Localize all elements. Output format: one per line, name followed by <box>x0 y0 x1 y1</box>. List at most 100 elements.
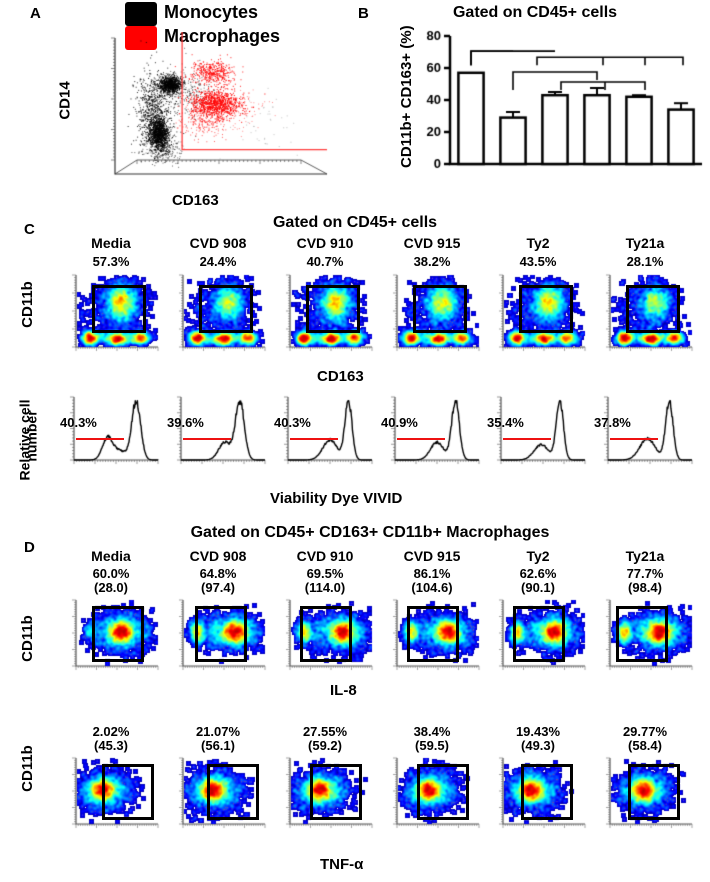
panel-d-column-header-5: Ty21a <box>625 548 665 564</box>
panel-d-il8-gate-box-0 <box>92 606 144 662</box>
panel-c-gate-percent-1: 24.4% <box>199 254 237 269</box>
panel-c-title: Gated on CD45+ cells <box>272 214 438 231</box>
panel-d-tnf-mfi-3: (59.5) <box>415 738 449 753</box>
panel-d-il8-flow-plot-5 <box>596 598 694 678</box>
panel-c-histogram-3 <box>383 394 481 470</box>
panel-d-il8-percent-0: 60.0% <box>92 566 130 581</box>
panel-c-column-header-2: CVD 910 <box>296 235 354 251</box>
panel-a-x-axis-label: CD163 <box>172 192 219 209</box>
panel-c-vivid-percent-2: 40.3% <box>274 415 311 430</box>
panel-d-il8-percent-4: 62.6% <box>519 566 557 581</box>
panel-d-il8-mfi-5: (98.4) <box>628 580 662 595</box>
panel-c-histogram-0 <box>62 394 160 470</box>
panel-c-column-header-4: Ty2 <box>526 235 550 251</box>
panel-d-letter: D <box>24 539 35 556</box>
panel-c-row1-x-axis-label: CD163 <box>317 368 364 385</box>
panel-d-il8-gate-box-4 <box>513 606 565 662</box>
panel-c-gate-percent-4: 43.5% <box>519 254 557 269</box>
panel-c-vivid-percent-5: 37.8% <box>594 415 631 430</box>
panel-c-gate-box-1 <box>199 285 253 333</box>
panel-c-column-header-0: Media <box>91 235 131 251</box>
panel-d-tnf-mfi-4: (49.3) <box>521 738 555 753</box>
panel-d-tnf-gate-box-5 <box>628 764 680 820</box>
panel-d-row1-y-axis-label: CD11b <box>18 615 36 662</box>
panel-d-il8-percent-5: 77.7% <box>626 566 664 581</box>
panel-c-gate-box-4 <box>519 285 573 333</box>
panel-d-tnf-mfi-0: (45.3) <box>94 738 128 753</box>
panel-c-histogram-4 <box>489 394 587 470</box>
panel-d-il8-mfi-4: (90.1) <box>521 580 555 595</box>
panel-c-row2-y-axis-label-line2: number <box>23 410 40 462</box>
panel-d-tnf-flow-plot-0 <box>62 756 160 836</box>
panel-d-il8-gate-box-3 <box>407 606 459 662</box>
panel-c-vivid-threshold-line-5 <box>610 438 658 440</box>
panel-d-tnf-gate-box-3 <box>417 764 469 820</box>
panel-c-histogram-1 <box>169 394 267 470</box>
panel-d-il8-flow-plot-4 <box>489 598 587 678</box>
panel-d-tnf-flow-plot-2 <box>276 756 374 836</box>
panel-d-il8-percent-1: 64.8% <box>199 566 237 581</box>
panel-c-histogram-5 <box>596 394 694 470</box>
panel-c-column-header-3: CVD 915 <box>403 235 461 251</box>
panel-d-tnf-mfi-1: (56.1) <box>201 738 235 753</box>
panel-c-vivid-threshold-line-0 <box>76 438 124 440</box>
panel-d-il8-mfi-2: (114.0) <box>304 580 346 595</box>
panel-d-tnf-gate-box-4 <box>521 764 573 820</box>
panel-d-il8-mfi-0: (28.0) <box>94 580 128 595</box>
panel-d-tnf-gate-box-0 <box>102 764 154 820</box>
panel-d-title: Gated on CD45+ CD163+ CD11b+ Macrophages <box>190 524 550 541</box>
panel-c-histogram-2 <box>276 394 374 470</box>
panel-d-tnf-flow-plot-1 <box>169 756 267 836</box>
panel-c-column-header-1: CVD 908 <box>189 235 247 251</box>
panel-c-gate-box-5 <box>626 285 680 333</box>
panel-d-il8-flow-plot-1 <box>169 598 267 678</box>
panel-b-letter: B <box>358 5 369 22</box>
panel-b-bar-chart <box>408 30 708 190</box>
panel-d-row1-x-axis-label: IL-8 <box>330 682 357 699</box>
panel-d-row2-x-axis-label: TNF-α <box>320 856 364 873</box>
legend-label-monocytes: Monocytes <box>164 2 259 22</box>
panel-c-vivid-threshold-line-3 <box>397 438 445 440</box>
panel-b-title: Gated on CD45+ cells <box>452 4 618 21</box>
panel-d-column-header-4: Ty2 <box>526 548 550 564</box>
panel-d-tnf-percent-3: 38.4% <box>413 724 451 739</box>
panel-d-tnf-gate-box-1 <box>207 764 259 820</box>
panel-d-tnf-flow-plot-3 <box>383 756 481 836</box>
panel-a-y-axis-label: CD14 <box>56 81 74 120</box>
panel-c-vivid-percent-0: 40.3% <box>60 415 97 430</box>
panel-d-il8-gate-box-5 <box>616 606 668 662</box>
panel-a-scatter-plot <box>85 32 335 192</box>
panel-c-row2-x-axis-label: Viability Dye VIVID <box>270 490 403 507</box>
panel-d-tnf-percent-0: 2.02% <box>92 724 130 739</box>
panel-c-gate-box-3 <box>413 285 467 333</box>
panel-c-letter: C <box>24 221 35 238</box>
panel-d-il8-gate-box-1 <box>195 606 247 662</box>
panel-c-vivid-percent-3: 40.9% <box>381 415 418 430</box>
panel-c-vivid-percent-4: 35.4% <box>487 415 524 430</box>
panel-c-gate-box-2 <box>306 285 360 333</box>
panel-c-gate-percent-0: 57.3% <box>92 254 130 269</box>
panel-c-vivid-threshold-line-2 <box>290 438 338 440</box>
panel-d-il8-percent-2: 69.5% <box>306 566 344 581</box>
panel-a-letter: A <box>30 5 41 22</box>
panel-d-il8-mfi-3: (104.6) <box>411 580 453 595</box>
panel-d-column-header-0: Media <box>91 548 131 564</box>
panel-c-vivid-percent-1: 39.6% <box>167 415 204 430</box>
panel-d-il8-percent-3: 86.1% <box>413 566 451 581</box>
panel-c-gate-percent-5: 28.1% <box>626 254 664 269</box>
panel-c-column-header-5: Ty21a <box>625 235 665 251</box>
panel-d-il8-flow-plot-3 <box>383 598 481 678</box>
panel-d-il8-flow-plot-2 <box>276 598 374 678</box>
panel-d-tnf-percent-1: 21.07% <box>195 724 241 739</box>
panel-d-column-header-3: CVD 915 <box>403 548 461 564</box>
panel-d-tnf-mfi-2: (59.2) <box>308 738 342 753</box>
panel-d-il8-gate-box-2 <box>300 606 352 662</box>
panel-c-vivid-threshold-line-1 <box>183 438 231 440</box>
monocytes-swatch <box>125 2 157 26</box>
panel-d-tnf-percent-5: 29.77% <box>622 724 668 739</box>
panel-c-gate-percent-3: 38.2% <box>413 254 451 269</box>
panel-d-row2-y-axis-label: CD11b <box>18 745 36 792</box>
panel-c-vivid-threshold-line-4 <box>503 438 551 440</box>
panel-c-row1-y-axis-label: CD11b <box>18 281 36 328</box>
panel-d-tnf-gate-box-2 <box>310 764 362 820</box>
